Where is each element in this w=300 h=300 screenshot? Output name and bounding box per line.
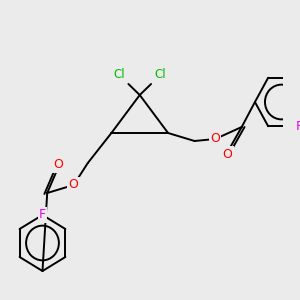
Text: O: O <box>69 178 79 191</box>
Text: O: O <box>210 133 220 146</box>
Text: O: O <box>54 158 64 172</box>
Text: F: F <box>296 120 300 133</box>
Text: Cl: Cl <box>113 68 125 82</box>
Text: O: O <box>223 148 232 160</box>
Text: F: F <box>39 208 46 221</box>
Text: Cl: Cl <box>155 68 166 82</box>
